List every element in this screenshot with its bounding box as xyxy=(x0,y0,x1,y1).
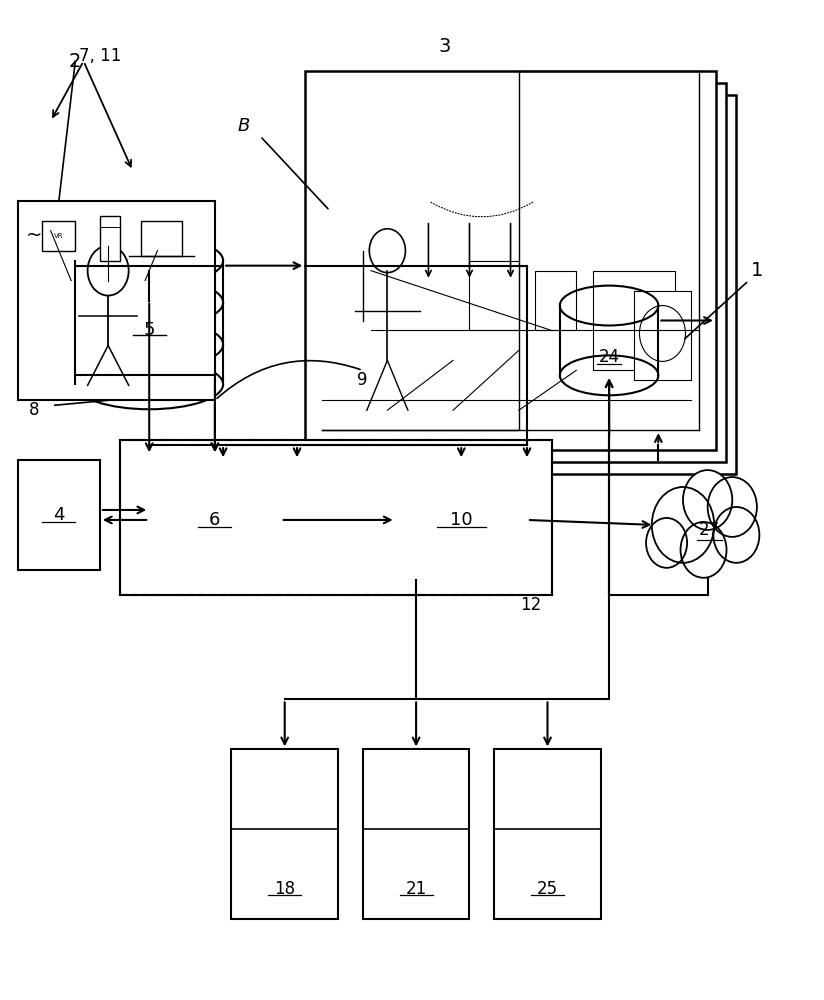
FancyBboxPatch shape xyxy=(592,271,675,370)
FancyBboxPatch shape xyxy=(325,95,736,474)
Text: VR: VR xyxy=(54,233,63,239)
FancyBboxPatch shape xyxy=(396,460,527,580)
FancyBboxPatch shape xyxy=(120,440,551,595)
Text: 9: 9 xyxy=(358,371,368,389)
Text: 2: 2 xyxy=(69,52,82,71)
FancyBboxPatch shape xyxy=(232,749,338,919)
Text: 27: 27 xyxy=(699,521,720,539)
FancyBboxPatch shape xyxy=(18,201,215,400)
FancyBboxPatch shape xyxy=(494,749,601,919)
Circle shape xyxy=(708,477,757,537)
Circle shape xyxy=(714,507,760,563)
Text: 4: 4 xyxy=(53,506,64,524)
FancyBboxPatch shape xyxy=(315,83,726,462)
FancyBboxPatch shape xyxy=(535,271,576,330)
Text: B: B xyxy=(237,117,250,135)
Circle shape xyxy=(646,518,687,568)
Text: 18: 18 xyxy=(274,880,295,898)
FancyBboxPatch shape xyxy=(470,261,519,330)
Text: 10: 10 xyxy=(450,511,473,529)
FancyBboxPatch shape xyxy=(100,216,120,261)
Text: 1: 1 xyxy=(751,261,763,280)
Text: 8: 8 xyxy=(29,401,40,419)
Text: 3: 3 xyxy=(438,37,451,56)
FancyBboxPatch shape xyxy=(634,291,691,380)
Text: 7, 11: 7, 11 xyxy=(79,47,121,65)
Text: 21: 21 xyxy=(405,880,427,898)
FancyBboxPatch shape xyxy=(43,221,75,251)
Text: 25: 25 xyxy=(537,880,558,898)
FancyBboxPatch shape xyxy=(305,71,716,450)
FancyBboxPatch shape xyxy=(18,460,100,570)
FancyBboxPatch shape xyxy=(141,221,182,256)
Text: 24: 24 xyxy=(598,348,620,366)
FancyBboxPatch shape xyxy=(363,749,470,919)
Text: 12: 12 xyxy=(521,596,541,614)
FancyBboxPatch shape xyxy=(149,460,281,580)
Text: ~: ~ xyxy=(26,226,42,245)
Circle shape xyxy=(681,522,727,578)
Text: 5: 5 xyxy=(143,321,155,339)
Circle shape xyxy=(683,470,733,530)
Circle shape xyxy=(652,487,714,563)
Text: 6: 6 xyxy=(209,511,221,529)
